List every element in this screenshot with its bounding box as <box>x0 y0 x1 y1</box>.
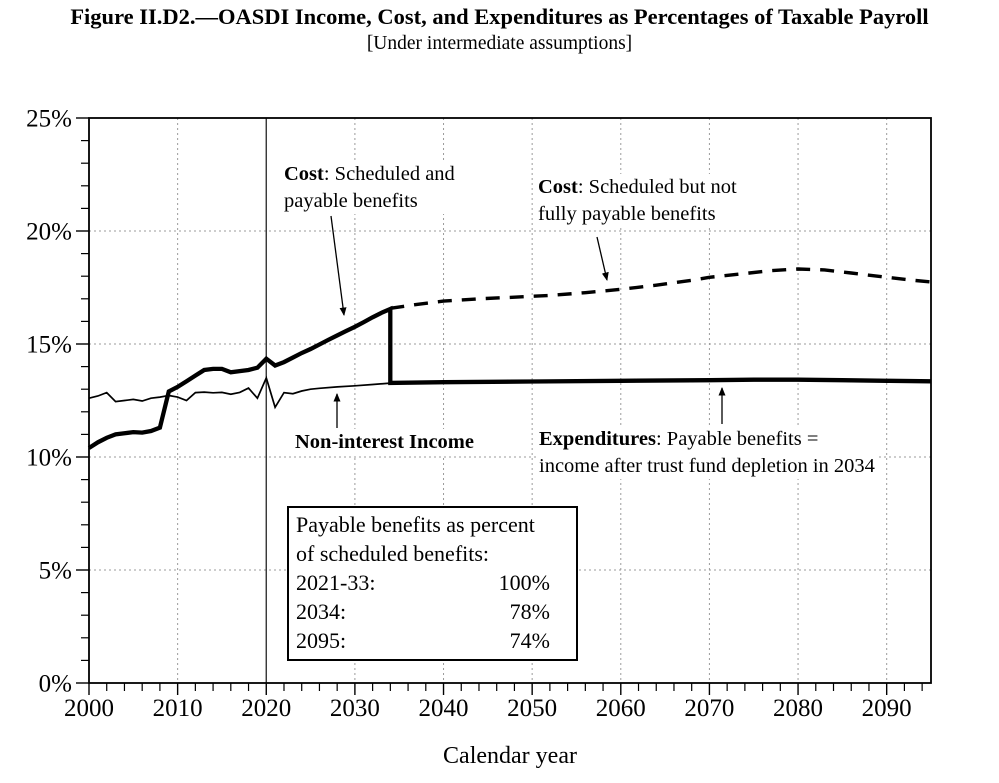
x-tick-label: 2060 <box>596 695 646 722</box>
label-expenditures-line2: income after trust fund depletion in 203… <box>539 454 875 477</box>
series-line-cost-scheduled-and-payable-benefits-expenditures-payable-benefits-after-depletion <box>87 305 932 450</box>
annotation-arrow <box>596 236 609 281</box>
x-tick-label: 2010 <box>153 695 203 722</box>
x-tick-label: 2090 <box>862 695 912 722</box>
x-tick-label: 2030 <box>330 695 380 722</box>
x-tick-label: 2020 <box>241 695 291 722</box>
x-tick-label: 2050 <box>507 695 557 722</box>
label-non-interest-income: Non-interest Income <box>292 429 477 456</box>
y-tick-label: 20% <box>26 219 72 246</box>
payable-benefits-box: Payable benefits as percent of scheduled… <box>287 506 578 661</box>
label-expenditures-line1: Expenditures: Payable benefits = <box>539 428 819 450</box>
figure-title: Figure II.D2.—OASDI Income, Cost, and Ex… <box>70 4 929 29</box>
y-tick-label: 5% <box>39 558 72 585</box>
label-cost-payable-line2: payable benefits <box>284 189 418 212</box>
label-cost-payable: Cost: Scheduled and payable benefits <box>281 161 458 214</box>
annotation-arrow <box>330 215 347 316</box>
x-axis-title: Calendar year <box>443 743 577 769</box>
x-tick-label: 2000 <box>64 695 114 722</box>
label-cost-scheduled: Cost: Scheduled but not fully payable be… <box>535 174 740 227</box>
label-expenditures: Expenditures: Payable benefits = income … <box>536 426 878 479</box>
y-tick-label: 15% <box>26 332 72 359</box>
payable-box-row: 2095: 74% <box>296 628 550 653</box>
y-tick-label: 0% <box>39 671 72 698</box>
y-tick-label: 10% <box>26 445 72 472</box>
payable-box-line2: of scheduled benefits: <box>296 541 490 566</box>
y-tick-label: 25% <box>26 106 72 133</box>
label-cost-scheduled-line2: fully payable benefits <box>538 202 716 225</box>
payable-box-row: 2034: 78% <box>296 599 550 624</box>
x-tick-label: 2040 <box>419 695 469 722</box>
payable-box-line1: Payable benefits as percent <box>296 512 535 537</box>
payable-box-row: 2021-33: 100% <box>296 570 550 595</box>
label-cost-payable-line1: Cost: Scheduled and <box>284 163 455 185</box>
x-tick-label: 2080 <box>773 695 823 722</box>
label-cost-scheduled-line1: Cost: Scheduled but not <box>538 176 737 198</box>
series-line-cost-scheduled-but-not-fully-payable-benefits <box>390 267 932 310</box>
plot-frame <box>88 117 932 684</box>
figure-subtitle: [Under intermediate assumptions] <box>366 33 633 54</box>
x-tick-label: 2070 <box>684 695 734 722</box>
